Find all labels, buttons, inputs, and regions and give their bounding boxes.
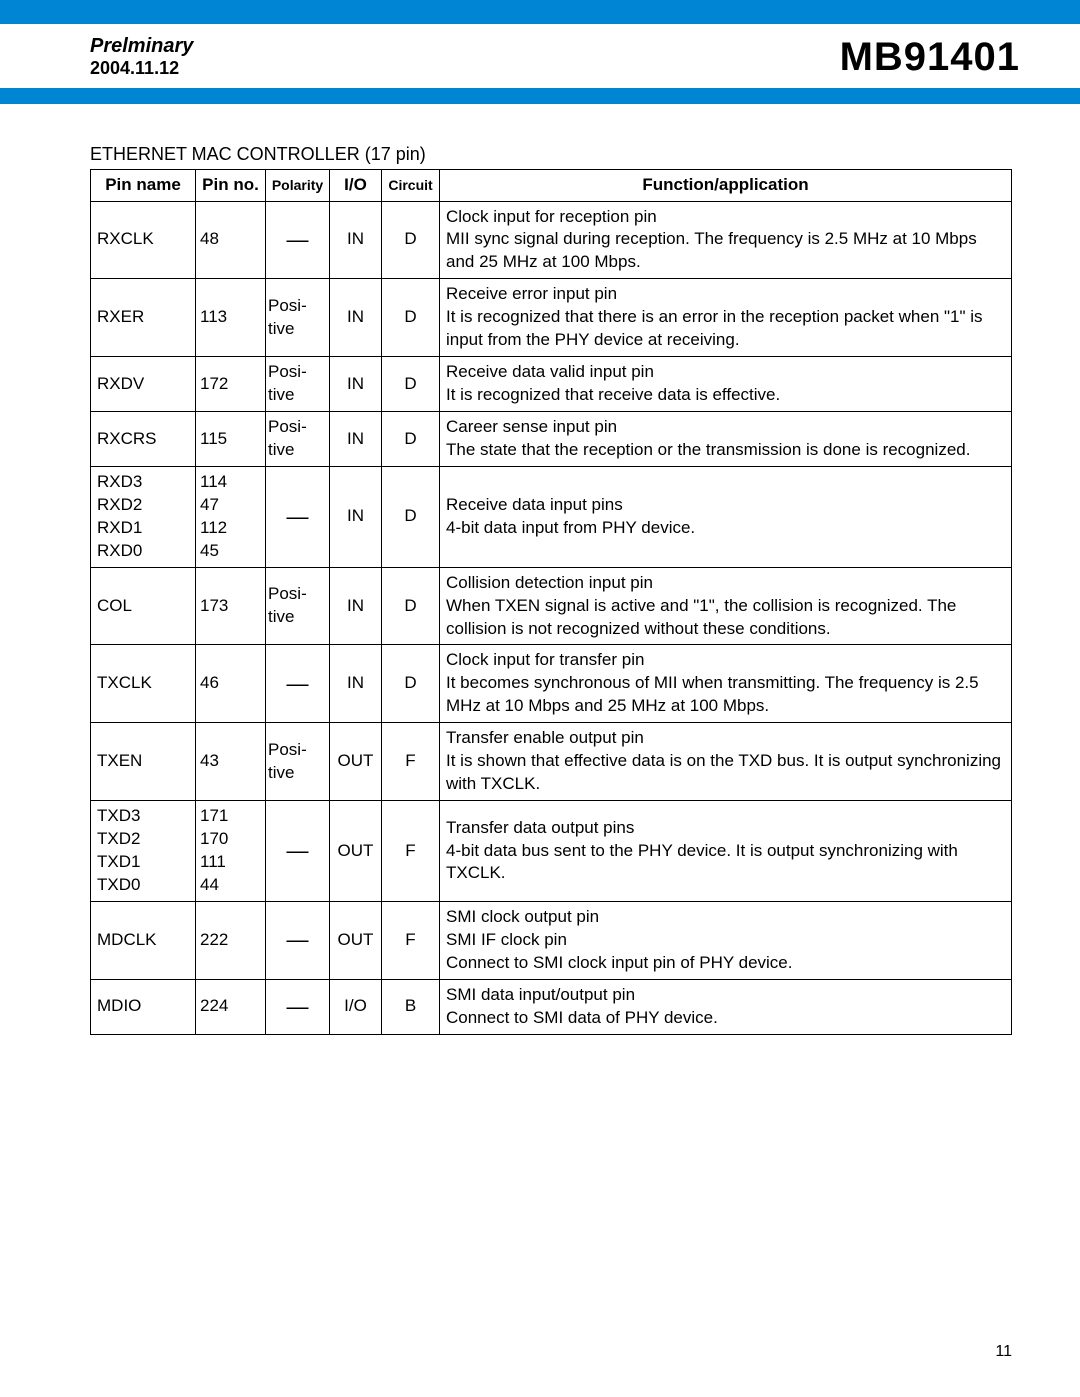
cell-function: Transfer data output pins4-bit data bus … [440,801,1012,902]
mid-blue-bar [0,88,1080,104]
page-number: 11 [995,1343,1012,1361]
part-number: MB91401 [840,35,1020,80]
cell-polarity: Posi-tive [266,279,330,357]
cell-pin-no: 172 [196,357,266,412]
page: Prelminary 2004.11.12 MB91401 ETHERNET M… [0,0,1080,1397]
cell-pin-name: MDIO [91,979,196,1034]
table-row: MDIO224—I/OBSMI data input/output pinCon… [91,979,1012,1034]
cell-io: OUT [330,901,382,979]
cell-circuit: F [382,801,440,902]
cell-pin-no: 224 [196,979,266,1034]
cell-io: IN [330,279,382,357]
table-row: RXER113Posi-tiveINDReceive error input p… [91,279,1012,357]
cell-polarity: Posi-tive [266,723,330,801]
table-row: TXD3TXD2TXD1TXD017117011144—OUTFTransfer… [91,801,1012,902]
cell-pin-no: 115 [196,412,266,467]
table-title: ETHERNET MAC CONTROLLER (17 pin) [90,144,1012,165]
cell-function: Receive error input pinIt is recognized … [440,279,1012,357]
cell-polarity: Posi-tive [266,357,330,412]
col-pin-no: Pin no. [196,169,266,201]
cell-function: Transfer enable output pinIt is shown th… [440,723,1012,801]
preliminary-label: Prelminary [90,34,193,58]
col-function: Function/application [440,169,1012,201]
cell-io: OUT [330,801,382,902]
cell-circuit: D [382,357,440,412]
cell-function: Receive data valid input pinIt is recogn… [440,357,1012,412]
cell-io: IN [330,645,382,723]
cell-function: SMI clock output pinSMI IF clock pinConn… [440,901,1012,979]
col-polarity: Polarity [266,169,330,201]
cell-pin-no: 46 [196,645,266,723]
cell-io: IN [330,567,382,645]
cell-circuit: D [382,412,440,467]
cell-pin-name: TXEN [91,723,196,801]
document-date: 2004.11.12 [90,58,193,80]
top-blue-bar [0,0,1080,24]
cell-io: IN [330,466,382,567]
cell-polarity: — [266,901,330,979]
cell-pin-no: 113 [196,279,266,357]
table-row: COL173Posi-tiveINDCollision detection in… [91,567,1012,645]
cell-pin-no: 1144711245 [196,466,266,567]
cell-pin-name: RXCLK [91,201,196,279]
cell-io: I/O [330,979,382,1034]
cell-circuit: D [382,567,440,645]
cell-pin-no: 17117011144 [196,801,266,902]
cell-function: SMI data input/output pinConnect to SMI … [440,979,1012,1034]
cell-pin-name: TXD3TXD2TXD1TXD0 [91,801,196,902]
cell-polarity: — [266,645,330,723]
table-row: RXCLK48—INDClock input for reception pin… [91,201,1012,279]
table-row: RXDV172Posi-tiveINDReceive data valid in… [91,357,1012,412]
table-row: TXEN43Posi-tiveOUTFTransfer enable outpu… [91,723,1012,801]
cell-function: Clock input for reception pinMII sync si… [440,201,1012,279]
table-header: Pin name Pin no. Polarity I/O Circuit Fu… [91,169,1012,201]
cell-function: Collision detection input pinWhen TXEN s… [440,567,1012,645]
cell-pin-name: RXCRS [91,412,196,467]
cell-polarity: Posi-tive [266,567,330,645]
cell-pin-no: 48 [196,201,266,279]
header: Prelminary 2004.11.12 MB91401 [0,24,1080,84]
cell-io: OUT [330,723,382,801]
table-row: RXCRS115Posi-tiveINDCareer sense input p… [91,412,1012,467]
cell-io: IN [330,412,382,467]
cell-pin-name: RXDV [91,357,196,412]
cell-pin-no: 173 [196,567,266,645]
pin-table: Pin name Pin no. Polarity I/O Circuit Fu… [90,169,1012,1035]
cell-circuit: F [382,723,440,801]
cell-pin-name: RXD3RXD2RXD1RXD0 [91,466,196,567]
cell-function: Career sense input pinThe state that the… [440,412,1012,467]
cell-pin-name: MDCLK [91,901,196,979]
cell-circuit: D [382,279,440,357]
cell-function: Clock input for transfer pinIt becomes s… [440,645,1012,723]
cell-io: IN [330,201,382,279]
cell-circuit: D [382,201,440,279]
cell-pin-name: COL [91,567,196,645]
content-area: ETHERNET MAC CONTROLLER (17 pin) Pin nam… [0,104,1080,1035]
cell-polarity: Posi-tive [266,412,330,467]
cell-circuit: D [382,645,440,723]
cell-polarity: — [266,979,330,1034]
table-row: MDCLK222—OUTFSMI clock output pinSMI IF … [91,901,1012,979]
header-left: Prelminary 2004.11.12 [90,34,193,80]
cell-function: Receive data input pins4-bit data input … [440,466,1012,567]
cell-pin-name: TXCLK [91,645,196,723]
cell-pin-no: 222 [196,901,266,979]
cell-polarity: — [266,801,330,902]
cell-pin-no: 43 [196,723,266,801]
table-row: TXCLK46—INDClock input for transfer pinI… [91,645,1012,723]
cell-polarity: — [266,201,330,279]
table-row: RXD3RXD2RXD1RXD01144711245—INDReceive da… [91,466,1012,567]
col-circuit: Circuit [382,169,440,201]
cell-circuit: F [382,901,440,979]
col-io: I/O [330,169,382,201]
cell-circuit: B [382,979,440,1034]
cell-io: IN [330,357,382,412]
cell-pin-name: RXER [91,279,196,357]
cell-polarity: — [266,466,330,567]
cell-circuit: D [382,466,440,567]
col-pin-name: Pin name [91,169,196,201]
table-body: RXCLK48—INDClock input for reception pin… [91,201,1012,1034]
